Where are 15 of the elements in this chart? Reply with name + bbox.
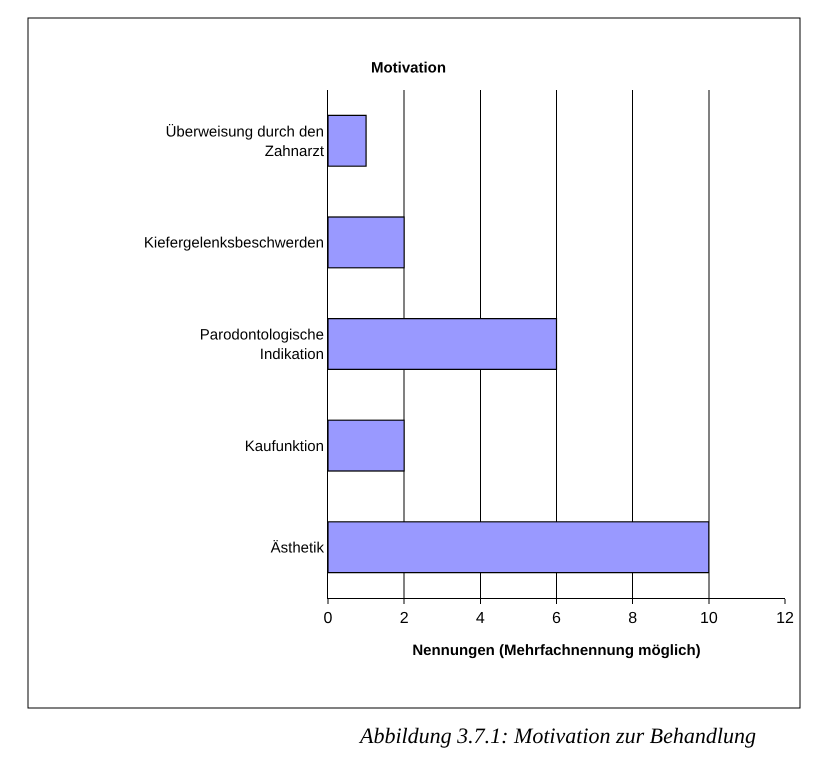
y-tick-label: Überweisung durch den Zahnarzt [166, 123, 325, 160]
y-tick-label: Kaufunktion [244, 438, 324, 455]
y-tick-label: Parodontologische Indikation [200, 326, 324, 363]
x-tick-label: 6 [552, 610, 562, 628]
y-tick-label: Kiefergelenksbeschwerden [144, 234, 324, 252]
chart-title: Motivation [371, 60, 446, 76]
text: Abbildung 3.7.1: Motivation zur Behandlung [358, 723, 756, 748]
x-tick-label: 10 [700, 610, 718, 628]
x-tick-label: 12 [776, 610, 794, 628]
x-axis-title: Nennungen (Mehrfachnennung möglich) [412, 642, 701, 660]
x-tick-label: 2 [400, 610, 409, 628]
y-tick-label: Ästhetik [270, 539, 324, 556]
x-tick-label: 8 [628, 610, 638, 628]
x-tick-label: 4 [476, 610, 485, 628]
x-tick-label: 0 [324, 610, 333, 628]
